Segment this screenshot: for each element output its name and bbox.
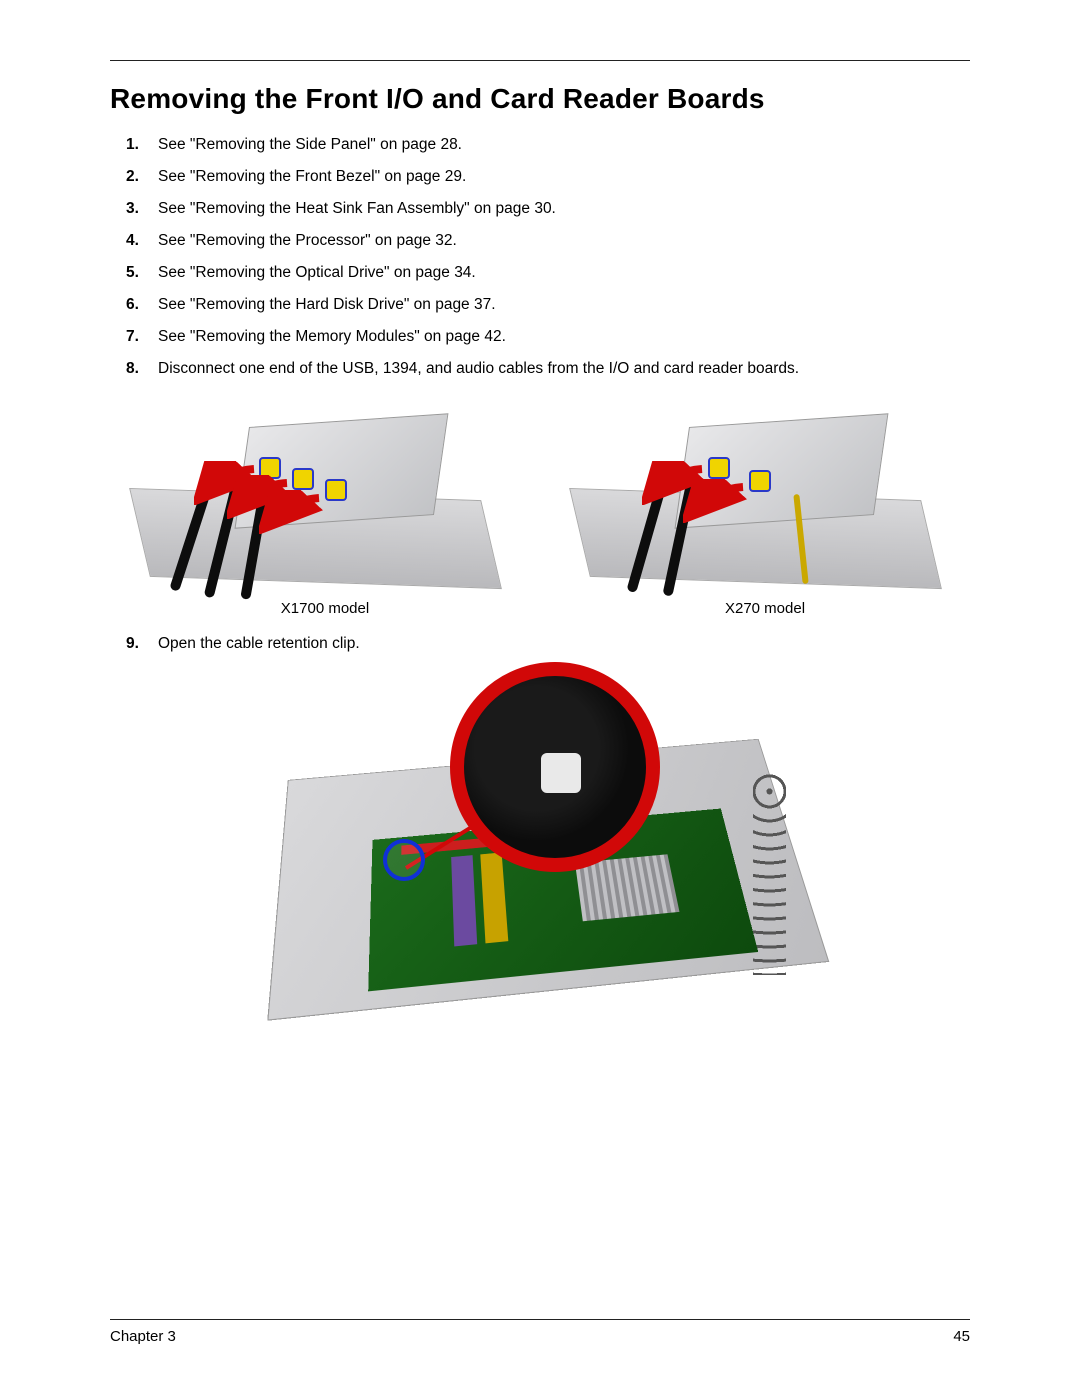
figure-motherboard bbox=[110, 669, 970, 1009]
figure-row: X1700 model bbox=[110, 405, 970, 617]
step-number: 4. bbox=[126, 229, 139, 253]
step-text: See "Removing the Memory Modules" on pag… bbox=[158, 328, 506, 345]
step-item: 2.See "Removing the Front Bezel" on page… bbox=[158, 165, 970, 189]
clip-callout-circle bbox=[450, 662, 660, 872]
step-text: See "Removing the Optical Drive" on page… bbox=[158, 264, 476, 281]
footer-chapter: Chapter 3 bbox=[110, 1328, 176, 1345]
step-text: See "Removing the Hard Disk Drive" on pa… bbox=[158, 296, 496, 313]
step-number: 2. bbox=[126, 165, 139, 189]
step-item: 7.See "Removing the Memory Modules" on p… bbox=[158, 325, 970, 349]
step-text: See "Removing the Side Panel" on page 28… bbox=[158, 136, 462, 153]
step-item: 6.See "Removing the Hard Disk Drive" on … bbox=[158, 293, 970, 317]
step-item: 1.See "Removing the Side Panel" on page … bbox=[158, 133, 970, 157]
step-text: Disconnect one end of the USB, 1394, and… bbox=[158, 360, 799, 377]
figure-caption-left: X1700 model bbox=[281, 600, 369, 617]
step-text: Open the cable retention clip. bbox=[158, 635, 360, 652]
figure-left: X1700 model bbox=[120, 405, 530, 617]
step-9: 9. Open the cable retention clip. bbox=[110, 635, 970, 653]
step-item: 5.See "Removing the Optical Drive" on pa… bbox=[158, 261, 970, 285]
arrow-icon bbox=[259, 490, 329, 534]
drive-cage-x270-image bbox=[560, 405, 970, 590]
step-number: 7. bbox=[126, 325, 139, 349]
step-item: 4.See "Removing the Processor" on page 3… bbox=[158, 229, 970, 253]
step-text: See "Removing the Front Bezel" on page 2… bbox=[158, 168, 466, 185]
drive-cage-x1700-image bbox=[120, 405, 530, 590]
step-item: 3.See "Removing the Heat Sink Fan Assemb… bbox=[158, 197, 970, 221]
step-number: 6. bbox=[126, 293, 139, 317]
bottom-rule bbox=[110, 1319, 970, 1320]
step-number: 3. bbox=[126, 197, 139, 221]
top-rule bbox=[110, 60, 970, 61]
arrow-icon bbox=[683, 479, 753, 523]
page: Removing the Front I/O and Card Reader B… bbox=[0, 0, 1080, 1397]
figure-right: X270 model bbox=[560, 405, 970, 617]
footer-page-number: 45 bbox=[953, 1328, 970, 1345]
step-item: 8.Disconnect one end of the USB, 1394, a… bbox=[158, 357, 970, 381]
step-number: 8. bbox=[126, 357, 139, 381]
motherboard-image bbox=[260, 669, 820, 1009]
page-title: Removing the Front I/O and Card Reader B… bbox=[110, 83, 970, 115]
step-number: 9. bbox=[126, 635, 139, 653]
figure-caption-right: X270 model bbox=[725, 600, 805, 617]
step-number: 1. bbox=[126, 133, 139, 157]
clip-location-ring-icon bbox=[383, 839, 425, 881]
step-text: See "Removing the Heat Sink Fan Assembly… bbox=[158, 200, 556, 217]
step-list: 1. See "Removing the Side Panel" on page … bbox=[110, 133, 970, 381]
step-text: See "Removing the Processor" on page 32. bbox=[158, 232, 457, 249]
page-footer: Chapter 3 45 bbox=[110, 1319, 970, 1345]
step-number: 5. bbox=[126, 261, 139, 285]
